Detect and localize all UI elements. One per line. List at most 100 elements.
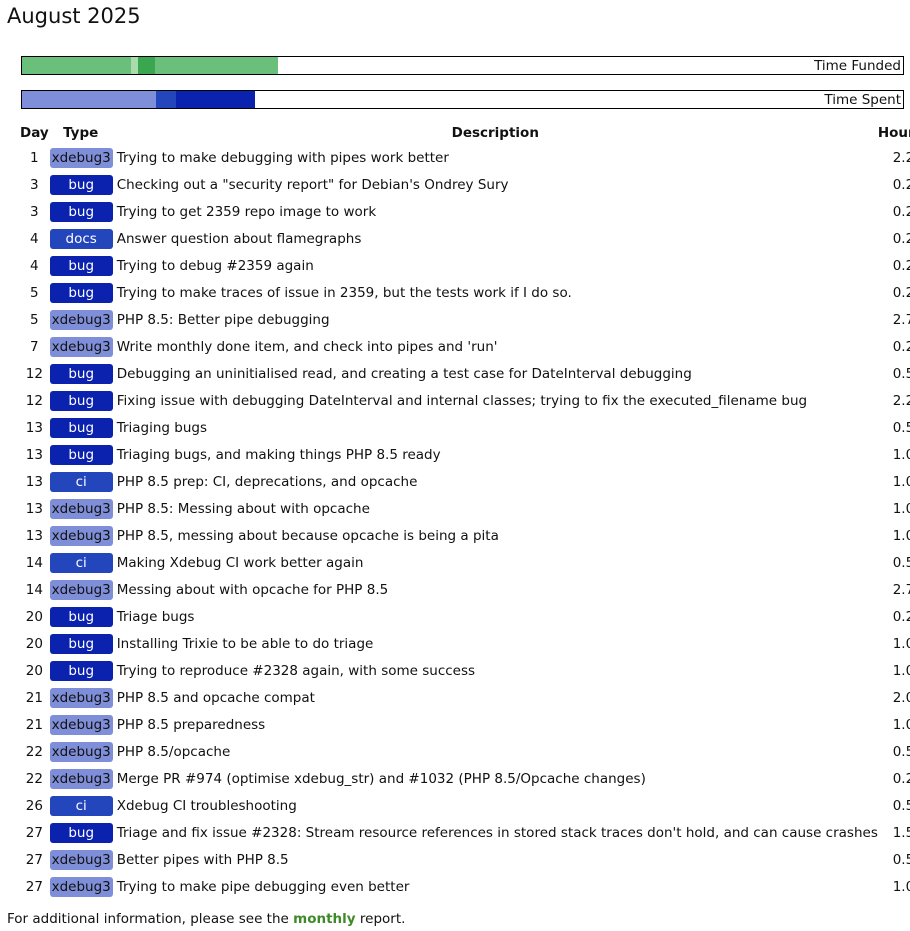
hours-cell: 0.25: [892, 257, 910, 274]
day-cell: 13: [25, 500, 43, 517]
table-row: 22 xdebug3 Merge PR #974 (optimise xdebug_…: [20, 765, 910, 792]
column-header: Description: [451, 125, 539, 141]
type-cell: bug: [49, 819, 113, 846]
table-row: 13 ci PHP 8.5 prep: CI, deprecations, and …: [20, 468, 910, 495]
table-row: 5 xdebug3 PHP 8.5: Better pipe debugging 2.…: [20, 306, 910, 333]
bar-segment: [156, 91, 176, 108]
hours-cell: 2.00: [892, 689, 910, 706]
footer: For additional information, please see t…: [7, 911, 405, 927]
day-cell: 1: [30, 149, 39, 166]
hours-cell: 1.00: [892, 500, 910, 517]
description-cell: Triage bugs: [116, 608, 195, 625]
day-cell: 14: [25, 581, 43, 598]
day-cell: 3: [30, 176, 39, 193]
type-badge: bug: [49, 363, 113, 384]
bar-segment: [22, 57, 131, 74]
table-row: 20 bug Trying to reproduce #2328 again, wi…: [20, 657, 910, 684]
description-cell: PHP 8.5: Better pipe debugging: [116, 311, 330, 328]
hours-cell: 1.00: [892, 662, 910, 679]
type-badge: xdebug3: [49, 336, 113, 357]
type-badge: xdebug3: [49, 714, 113, 735]
day-cell: 5: [30, 311, 39, 328]
table-body: 1 xdebug3 Trying to make debugging with pi…: [20, 144, 910, 900]
description-cell: Better pipes with PHP 8.5: [116, 851, 289, 868]
type-badge: xdebug3: [49, 876, 113, 897]
table-row: 3 bug Trying to get 2359 repo image to wor…: [20, 198, 910, 225]
column-header: Hours: [877, 125, 910, 141]
hours-cell: 1.00: [892, 527, 910, 544]
funded-bar: Time Funded: [21, 56, 904, 75]
type-badge: xdebug3: [49, 687, 113, 708]
table-row: 12 bug Fixing issue with debugging DateInt…: [20, 387, 910, 414]
type-badge: bug: [49, 660, 113, 681]
type-cell: xdebug3: [49, 333, 113, 360]
table-row: 14 xdebug3 Messing about with opcache for …: [20, 576, 910, 603]
hours-cell: 0.50: [892, 419, 910, 436]
type-cell: xdebug3: [49, 495, 113, 522]
hours-cell: 2.75: [892, 311, 910, 328]
type-badge: bug: [49, 201, 113, 222]
type-cell: ci: [49, 792, 113, 819]
day-cell: 20: [25, 635, 43, 652]
hours-cell: 2.25: [892, 149, 910, 166]
bar-segment: [22, 91, 156, 108]
hours-cell: 1.00: [892, 878, 910, 895]
bar-label: Time Funded: [814, 58, 901, 74]
type-cell: ci: [49, 468, 113, 495]
hours-cell: 2.25: [892, 392, 910, 409]
type-badge: xdebug3: [49, 309, 113, 330]
bar-label: Time Spent: [824, 92, 901, 108]
page-title: August 2025: [7, 4, 141, 28]
type-cell: bug: [49, 630, 113, 657]
day-cell: 20: [25, 608, 43, 625]
hours-cell: 1.00: [892, 446, 910, 463]
hours-cell: 0.50: [892, 554, 910, 571]
type-cell: bug: [49, 198, 113, 225]
type-badge: ci: [49, 795, 113, 816]
hours-cell: 0.25: [892, 608, 910, 625]
hours-cell: 0.50: [892, 797, 910, 814]
table-row: 4 docs Answer question about flamegraphs 0.…: [20, 225, 910, 252]
type-badge: bug: [49, 444, 113, 465]
table-row: 13 bug Triaging bugs, and making things PH…: [20, 441, 910, 468]
description-cell: Debugging an uninitialised read, and cre…: [116, 365, 692, 382]
hours-cell: 1.00: [892, 635, 910, 652]
footer-text: report.: [355, 911, 406, 927]
type-badge: xdebug3: [49, 741, 113, 762]
spent-bar: Time Spent: [21, 90, 904, 109]
hours-cell: 0.25: [892, 176, 910, 193]
table-row: 14 ci Making Xdebug CI work better again 0.…: [20, 549, 910, 576]
type-badge: bug: [49, 633, 113, 654]
day-cell: 21: [25, 689, 43, 706]
day-cell: 12: [25, 392, 43, 409]
type-cell: xdebug3: [49, 576, 113, 603]
day-cell: 14: [25, 554, 43, 571]
table-row: 5 bug Trying to make traces of issue in 23…: [20, 279, 910, 306]
description-cell: Installing Trixie to be able to do triag…: [116, 635, 374, 652]
description-cell: Trying to make traces of issue in 2359, …: [116, 284, 572, 301]
type-cell: xdebug3: [49, 306, 113, 333]
description-cell: PHP 8.5: Messing about with opcache: [116, 500, 370, 517]
hours-cell: 0.25: [892, 770, 910, 787]
table-row: 7 xdebug3 Write monthly done item, and che…: [20, 333, 910, 360]
description-cell: Fixing issue with debugging DateInterval…: [116, 392, 808, 409]
monthly-link[interactable]: monthly: [293, 911, 356, 927]
hours-cell: 0.50: [892, 365, 910, 382]
type-badge: ci: [49, 552, 113, 573]
day-cell: 5: [30, 284, 39, 301]
type-cell: ci: [49, 549, 113, 576]
header-row: Day Type Description Hours: [20, 122, 910, 144]
day-cell: 4: [30, 257, 39, 274]
type-cell: xdebug3: [49, 522, 113, 549]
day-cell: 27: [25, 878, 43, 895]
description-cell: PHP 8.5 preparedness: [116, 716, 266, 733]
day-cell: 7: [30, 338, 39, 355]
hours-cell: 1.50: [892, 824, 910, 841]
table-row: 27 bug Triage and fix issue #2328: Stream …: [20, 819, 910, 846]
table-row: 13 xdebug3 PHP 8.5, messing about because …: [20, 522, 910, 549]
day-cell: 22: [25, 743, 43, 760]
